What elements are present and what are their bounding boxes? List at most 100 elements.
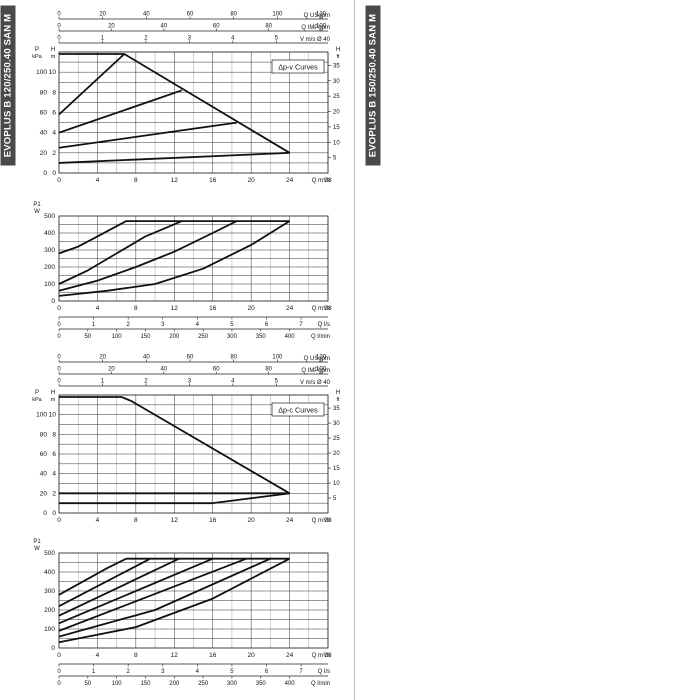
power-y-tick-label: 200 — [44, 264, 55, 271]
top-axis-tick-label: 2 — [144, 379, 148, 385]
top-axis-tick-label: 0 — [57, 367, 61, 373]
top-axis-tick-label: 120 — [316, 355, 327, 361]
power-x-tick-label: 24 — [286, 305, 294, 312]
top-axis-tick-label: 0 — [57, 36, 61, 42]
head-y-label-h: H — [51, 390, 55, 396]
top-axis-tick-label: 80 — [230, 355, 237, 361]
top-axis-tick-label: 60 — [213, 24, 220, 30]
power-curve — [58, 557, 271, 638]
power-x-tick-label: 0 — [57, 652, 61, 659]
head-x-tick-label: 4 — [96, 517, 100, 524]
head-x-unit-label: Q m³/h — [312, 178, 330, 184]
power-x-tick-label: 12 — [171, 305, 179, 312]
head-ft-tick-label: 5 — [333, 156, 337, 162]
head-y-label-kpa: kPa — [32, 54, 42, 60]
head-x-tick-label: 16 — [209, 177, 217, 184]
bottom-axis-label: Q l/s — [318, 669, 330, 675]
head-curve — [59, 396, 291, 495]
bottom-axis-tick-label: 0 — [57, 681, 61, 687]
head-y-tick-kpa: 0 — [43, 170, 47, 177]
head-x-unit-label: Q m³/h — [312, 518, 330, 524]
power-y-tick-label: 100 — [44, 626, 55, 633]
power-y-tick-label: 200 — [44, 607, 55, 614]
head-y-label-p: P — [35, 47, 39, 53]
head-y-tick-m: 4 — [52, 471, 56, 478]
head-ft-tick-label: 10 — [333, 140, 340, 146]
power-x-tick-label: 28 — [324, 652, 332, 659]
top-axis-tick-label: 40 — [143, 12, 150, 18]
bottom-axis-tick-label: 100 — [112, 681, 123, 687]
top-axis-tick-label: 80 — [265, 367, 272, 373]
head-y-tick-kpa: 100 — [36, 412, 47, 419]
top-axis-tick-label: 40 — [160, 24, 167, 30]
power-curve — [58, 220, 183, 285]
head-curve — [58, 121, 237, 149]
top-axis-tick-label: 40 — [143, 355, 150, 361]
power-y-tick-label: 300 — [44, 247, 55, 254]
bottom-axis-tick-label: 7 — [299, 669, 303, 675]
bottom-axis-tick-label: 5 — [230, 322, 234, 328]
power-curve — [58, 220, 291, 297]
top-axis-tick-label: 80 — [265, 24, 272, 30]
power-y-tick-label: 0 — [51, 298, 55, 305]
head-ft-tick-label: 15 — [333, 466, 340, 472]
top-axis-tick-label: 20 — [108, 367, 115, 373]
top-axis-tick-label: 4 — [231, 379, 235, 385]
head-ft-tick-label: 5 — [333, 496, 337, 502]
power-y-label-w: W — [34, 209, 40, 215]
pump-chart-bottom-right: 020406080100120140160Q USgpm020406080100… — [355, 352, 700, 700]
head-y-label-m: m — [51, 54, 56, 60]
power-x-tick-label: 20 — [248, 305, 256, 312]
power-y-label-p1: P1 — [33, 202, 41, 208]
power-x-tick-label: 4 — [96, 652, 100, 659]
top-axis-tick-label: 40 — [160, 367, 167, 373]
top-axis-tick-label: 20 — [99, 12, 106, 18]
bottom-axis-tick-label: 2 — [126, 322, 130, 328]
head-y-label-m: m — [51, 397, 56, 403]
head-x-tick-label: 24 — [286, 517, 294, 524]
head-y-label-h: H — [51, 47, 55, 53]
head-ft-tick-label: 30 — [333, 79, 340, 85]
power-y-tick-label: 500 — [44, 550, 55, 557]
head-x-tick-label: 8 — [134, 517, 138, 524]
bottom-axis-tick-label: 0 — [57, 669, 61, 675]
head-curve — [58, 53, 125, 116]
bottom-axis-tick-label: 50 — [84, 681, 91, 687]
head-y-tick-m: 0 — [52, 510, 56, 517]
head-x-tick-label: 0 — [57, 177, 61, 184]
bottom-axis-tick-label: 0 — [57, 334, 61, 340]
pump-chart-top-right: 020406080100120140160Q USgpm020406080100… — [355, 0, 700, 348]
power-curve — [58, 557, 180, 617]
bottom-axis-tick-label: 0 — [57, 322, 61, 328]
head-y-tick-kpa: 100 — [36, 69, 47, 76]
power-x-tick-label: 20 — [248, 652, 256, 659]
power-x-tick-label: 24 — [286, 652, 294, 659]
head-y-tick-kpa: 60 — [40, 451, 48, 458]
power-curve — [58, 557, 247, 632]
curve-label: Δp-v Curves — [278, 63, 318, 72]
top-axis-label: Q IMPgpm — [301, 25, 330, 31]
power-x-tick-label: 8 — [134, 652, 138, 659]
head-y-tick-m: 8 — [52, 89, 56, 96]
bottom-axis-tick-label: 4 — [196, 322, 200, 328]
head-x-tick-label: 12 — [171, 517, 179, 524]
bottom-axis-tick-label: 300 — [227, 334, 238, 340]
top-axis-tick-label: 0 — [57, 12, 61, 18]
top-axis-label: V m/s Ø 40 — [300, 380, 331, 386]
head-ft-tick-label: 30 — [333, 421, 340, 427]
bottom-axis-tick-label: 200 — [169, 334, 180, 340]
head-x-tick-label: 20 — [248, 177, 256, 184]
head-curve — [59, 492, 290, 505]
head-ft-tick-label: 10 — [333, 481, 340, 487]
head-ft-tick-label: 35 — [333, 406, 340, 412]
head-x-tick-label: 4 — [96, 177, 100, 184]
top-axis-tick-label: 120 — [316, 12, 327, 18]
bottom-axis-tick-label: 1 — [92, 322, 96, 328]
bottom-axis-tick-label: 100 — [112, 334, 123, 340]
power-curve — [58, 557, 214, 625]
head-y-tick-m: 6 — [52, 110, 56, 117]
power-curve — [58, 220, 290, 255]
head-ft-tick-label: 25 — [333, 436, 340, 442]
head-y-tick-m: 0 — [52, 170, 56, 177]
